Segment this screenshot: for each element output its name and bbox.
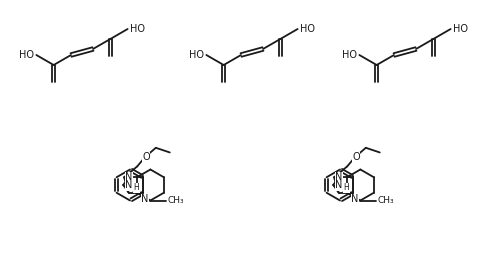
Text: HO: HO <box>342 50 357 60</box>
Text: HO: HO <box>20 50 34 60</box>
Text: N: N <box>350 195 358 205</box>
Text: HO: HO <box>189 50 204 60</box>
Text: HO: HO <box>129 24 144 34</box>
Text: H: H <box>343 183 349 192</box>
Text: HO: HO <box>299 24 314 34</box>
Text: N: N <box>126 181 133 191</box>
Text: N: N <box>335 172 342 183</box>
Text: O: O <box>142 152 149 162</box>
Text: H: H <box>133 183 139 192</box>
Text: O: O <box>352 152 359 162</box>
Text: N: N <box>125 172 132 183</box>
Text: HO: HO <box>452 24 467 34</box>
Text: N: N <box>141 195 148 205</box>
Text: CH₃: CH₃ <box>377 196 394 205</box>
Text: N: N <box>335 181 343 191</box>
Text: CH₃: CH₃ <box>167 196 184 205</box>
Text: N: N <box>125 180 132 190</box>
Text: N: N <box>334 180 342 190</box>
